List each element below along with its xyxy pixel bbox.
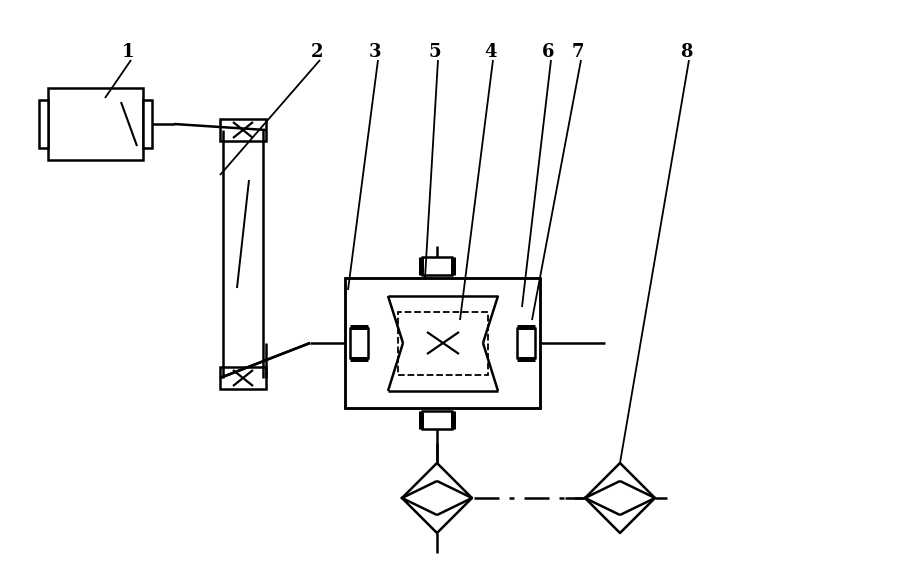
- Bar: [220, 367, 266, 389]
- Text: 3: 3: [369, 43, 381, 61]
- Text: 5: 5: [429, 43, 441, 61]
- Text: 2: 2: [310, 43, 323, 61]
- Bar: [220, 119, 266, 141]
- Bar: [345, 278, 540, 408]
- Text: 1: 1: [122, 43, 135, 61]
- Bar: [421, 257, 453, 275]
- Bar: [350, 327, 368, 359]
- Text: 6: 6: [542, 43, 554, 61]
- Bar: [345, 278, 540, 408]
- Text: 4: 4: [483, 43, 496, 61]
- Text: 7: 7: [571, 43, 584, 61]
- Bar: [39, 100, 48, 148]
- Bar: [48, 88, 143, 160]
- Text: 8: 8: [680, 43, 692, 61]
- Bar: [421, 411, 453, 429]
- Bar: [517, 327, 535, 359]
- Bar: [398, 312, 488, 375]
- Bar: [143, 100, 152, 148]
